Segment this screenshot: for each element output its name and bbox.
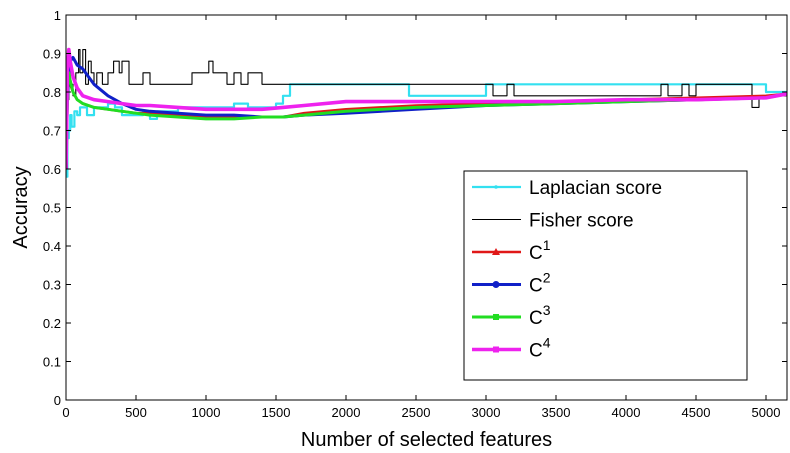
x-tick-label: 500: [125, 405, 147, 420]
y-tick-label: 0.7: [43, 124, 61, 139]
x-tick-label: 2500: [402, 405, 431, 420]
x-tick-label: 1000: [192, 405, 221, 420]
legend-box: [463, 170, 748, 381]
legend-marker-5: [493, 314, 499, 320]
y-tick-label: 0.4: [43, 239, 61, 254]
y-tick-label: 0.2: [43, 316, 61, 331]
x-tick-label: 4000: [612, 405, 641, 420]
x-axis-title: Number of selected features: [301, 429, 552, 451]
series-line-2: [66, 49, 787, 170]
x-tick-label: 3500: [542, 405, 571, 420]
x-tick-label: 0: [62, 405, 69, 420]
legend-marker-1: [494, 185, 498, 189]
x-tick-label: 3000: [472, 405, 501, 420]
series-line-5: [66, 71, 787, 170]
y-axis-title: Accuracy: [10, 166, 32, 248]
y-tick-label: 0.8: [43, 85, 61, 100]
legend-marker-4: [492, 281, 500, 288]
y-tick-label: 0.1: [43, 355, 61, 370]
series-line-3: [66, 75, 787, 170]
x-tick-label: 2000: [332, 405, 361, 420]
x-tick-label: 1500: [262, 405, 291, 420]
series-line-6: [66, 47, 787, 170]
axis-ticks: 0 500 1000 1500 2000 2500 3000 3500 4000 4500 5000…: [43, 8, 787, 420]
y-tick-label: 0.9: [43, 47, 61, 62]
legend-marker-3: [492, 248, 500, 255]
legend-label-2: Fisher score: [529, 211, 634, 232]
x-tick-label: 5000: [752, 405, 781, 420]
y-tick-label: 0.3: [43, 278, 61, 293]
series-layer: [66, 47, 787, 178]
series-line-4: [66, 55, 787, 170]
x-tick-label: 4500: [682, 405, 711, 420]
legend-marker-6: [493, 346, 499, 353]
y-tick-label: 0.5: [43, 201, 61, 216]
legend-label-1: Laplacian score: [529, 178, 662, 199]
y-tick-label: 1: [54, 8, 61, 23]
y-tick-label: 0.6: [43, 162, 61, 177]
y-tick-label: 0: [54, 393, 61, 408]
